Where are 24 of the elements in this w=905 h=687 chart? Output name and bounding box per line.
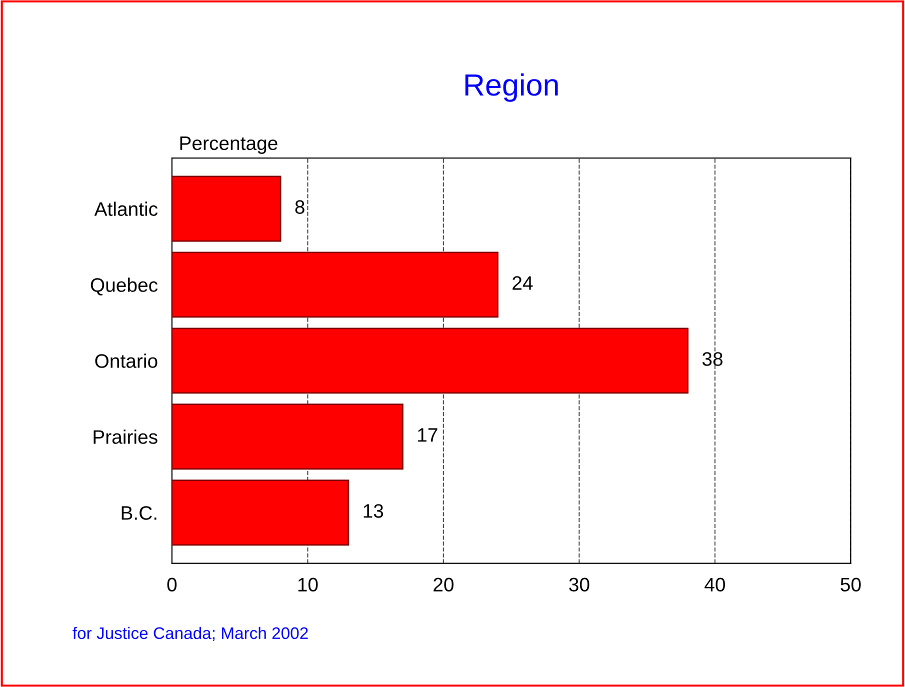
bar [172, 404, 404, 470]
x-tick-label: 50 [840, 578, 861, 592]
y-tick-label: B.C. [122, 506, 156, 520]
y-tick-label: Prairies [94, 430, 158, 444]
bar [172, 480, 350, 546]
y-tick-label: Atlantic [94, 202, 158, 216]
x-axis-title: Percentage [180, 136, 278, 154]
data-label: 8 [295, 200, 304, 214]
data-label: 17 [418, 428, 438, 442]
y-tick-label: Ontario [95, 354, 158, 368]
chart-title: Region [465, 73, 558, 102]
bar [172, 252, 498, 318]
bar [172, 176, 282, 242]
x-tick-label: 10 [298, 578, 318, 592]
data-label: 13 [364, 504, 384, 518]
x-tick-label: 30 [569, 578, 590, 592]
data-label: 38 [702, 352, 722, 366]
bar [172, 328, 688, 394]
text: for Justice Canada; March 2002 [72, 626, 308, 642]
x-tick-label: 20 [434, 578, 454, 592]
data-label: 24 [512, 276, 533, 290]
x-tick-label: 0 [167, 578, 177, 592]
y-tick-label: Quebec [90, 278, 158, 296]
x-tick-label: 40 [704, 578, 726, 592]
